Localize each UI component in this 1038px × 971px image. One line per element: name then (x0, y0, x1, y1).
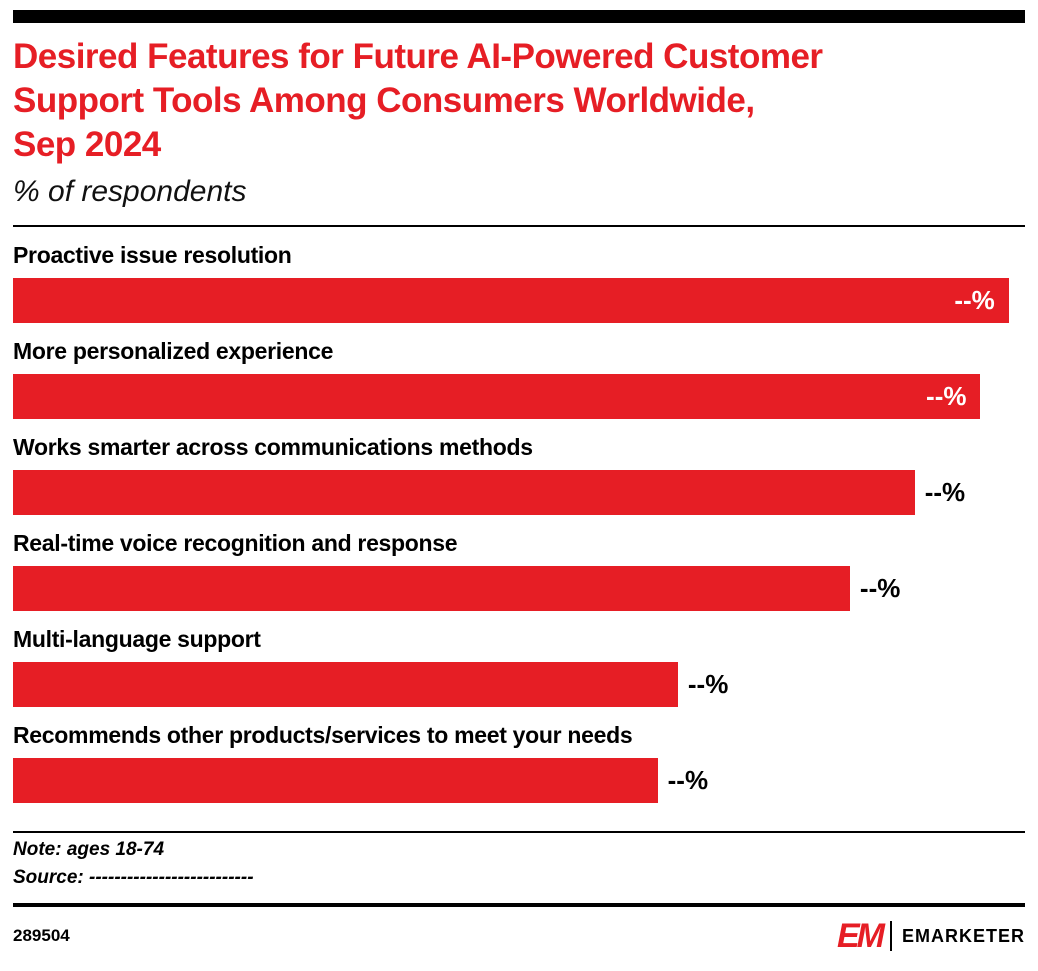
bar-row: Real-time voice recognition and response… (13, 530, 1025, 612)
bar (13, 470, 915, 516)
category-label: Recommends other products/services to me… (13, 722, 633, 749)
chart-id: 289504 (13, 926, 70, 946)
footer: 289504 EM EMARKETER (13, 919, 1025, 953)
value-label: --% (859, 573, 901, 604)
title-line-1: Desired Features for Future AI-Powered C… (13, 37, 823, 76)
brand-name: EMARKETER (901, 925, 1025, 946)
category-label: Real-time voice recognition and response (13, 530, 458, 557)
bar-row: Proactive issue resolution --% (13, 242, 1025, 324)
bar-track: --% (13, 278, 1025, 324)
bar-chart: Proactive issue resolution --% More person… (13, 242, 1025, 804)
note-text: Note: ages 18-74 (13, 839, 165, 861)
chart-subtitle: % of respondents (13, 175, 247, 209)
header-divider (13, 225, 1025, 228)
category-label: Multi-language support (13, 626, 261, 653)
bar (13, 758, 658, 804)
value-label: --% (687, 669, 729, 700)
value-label: --% (667, 765, 709, 796)
bar-track: --% (13, 566, 1025, 612)
bar-row: Works smarter across communications meth… (13, 434, 1025, 516)
bar: --% (13, 374, 981, 420)
footnote-divider (13, 831, 1025, 834)
bar-track: --% (13, 758, 1025, 804)
bar-row: Multi-language support --% (13, 626, 1025, 708)
top-accent-bar (13, 10, 1025, 23)
title-line-3: Sep 2024 (13, 125, 161, 165)
brand-lockup: EM EMARKETER (837, 919, 1025, 953)
bar-track: --% (13, 470, 1025, 516)
bar-row: More personalized experience --% (13, 338, 1025, 420)
footer-divider (13, 903, 1025, 908)
bar-row: Recommends other products/services to me… (13, 722, 1025, 804)
bar-track: --% (13, 374, 1025, 420)
title-line-2: Support Tools Among Consumers Worldwide, (13, 81, 755, 121)
category-label: More personalized experience (13, 338, 334, 365)
emarketer-logo-icon: EM (836, 917, 885, 956)
value-label: --% (924, 477, 966, 508)
value-label: --% (926, 381, 967, 412)
bar (13, 662, 678, 708)
bar-track: --% (13, 662, 1025, 708)
chart-title: Desired Features for Future AI-Powered C… (13, 35, 1025, 167)
logo-divider (889, 921, 892, 952)
source-text: Source: -------------------------- (13, 867, 254, 889)
bar: --% (13, 278, 1009, 324)
category-label: Proactive issue resolution (13, 242, 292, 269)
value-label: --% (954, 285, 995, 316)
category-label: Works smarter across communications meth… (13, 434, 533, 461)
bar (13, 566, 850, 612)
